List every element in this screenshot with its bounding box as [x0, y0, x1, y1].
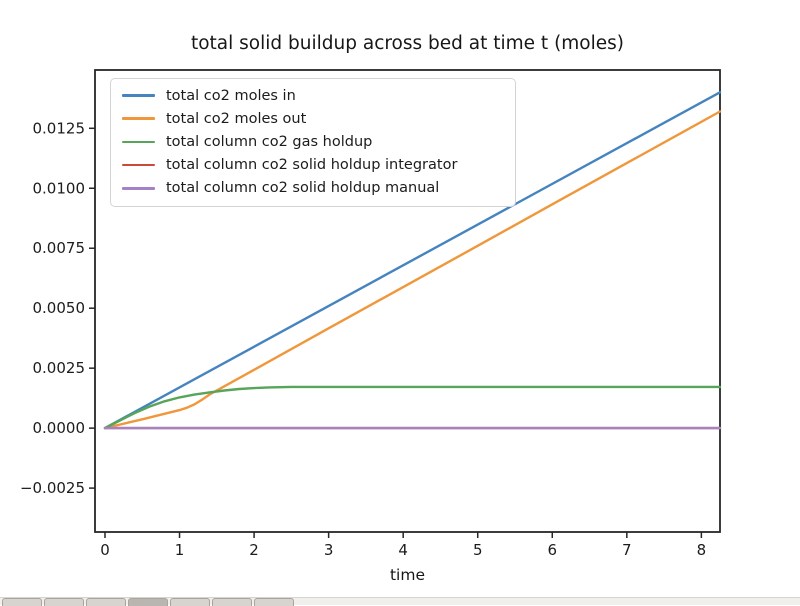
toolbar-button-2[interactable] [44, 598, 84, 606]
y-tick-label: 0.0100 [33, 179, 86, 197]
legend-entry: total co2 moles in [111, 84, 515, 107]
x-tick-label: 0 [100, 541, 110, 559]
toolbar-button-7[interactable] [254, 598, 294, 606]
x-tick-label: 8 [697, 541, 707, 559]
legend-entry: total column co2 gas holdup [111, 130, 515, 153]
series-line-co2-moles-in [103, 91, 722, 430]
legend-label: total co2 moles in [166, 87, 296, 104]
x-axis-label: time [389, 566, 426, 584]
x-tick-label: 7 [622, 541, 632, 559]
legend-line-swatch [122, 187, 155, 190]
x-tick-label: 5 [473, 541, 483, 559]
chart-title: total solid buildup across bed at time t… [190, 33, 625, 54]
toolbar-button-6[interactable] [212, 598, 252, 606]
legend-label: total column co2 solid holdup integrator [166, 157, 458, 174]
legend-entry: total column co2 solid holdup manual [111, 177, 515, 200]
legend-line-swatch [122, 94, 155, 97]
legend-label: total co2 moles out [166, 110, 307, 127]
y-tick-label: 0.0075 [33, 239, 86, 257]
x-tick-label: 6 [547, 541, 557, 559]
plot-frame [94, 69, 721, 533]
legend-entry: total column co2 solid holdup integrator [111, 154, 515, 177]
legend-line-swatch [122, 117, 155, 121]
toolbar-button-5[interactable] [170, 598, 210, 606]
toolbar-button-1[interactable] [2, 598, 42, 606]
series-line-co2-moles-out [103, 110, 722, 430]
x-tick-label: 2 [249, 541, 259, 559]
legend-label: total column co2 gas holdup [166, 133, 373, 150]
toolbar-button-3[interactable] [86, 598, 126, 606]
legend-label: total column co2 solid holdup manual [166, 180, 440, 197]
y-tick-label: 0.0000 [33, 419, 86, 437]
legend-entry: total co2 moles out [111, 107, 515, 130]
legend: total co2 moles in total co2 moles out tot… [110, 78, 516, 207]
legend-line-swatch [122, 163, 155, 167]
y-tick-label: 0.0125 [33, 119, 86, 137]
x-tick-label: 4 [398, 541, 408, 559]
y-tick-label: 0.0025 [33, 359, 86, 377]
toolbar-strip [0, 597, 800, 606]
x-tick-label: 3 [324, 541, 334, 559]
x-tick-label: 1 [175, 541, 185, 559]
y-tick-label: 0.0050 [33, 299, 86, 317]
toolbar-button-4[interactable] [128, 598, 168, 606]
legend-line-swatch [122, 140, 155, 144]
y-tick-label: −0.0025 [20, 479, 85, 497]
series-line-gas-holdup [103, 385, 722, 430]
